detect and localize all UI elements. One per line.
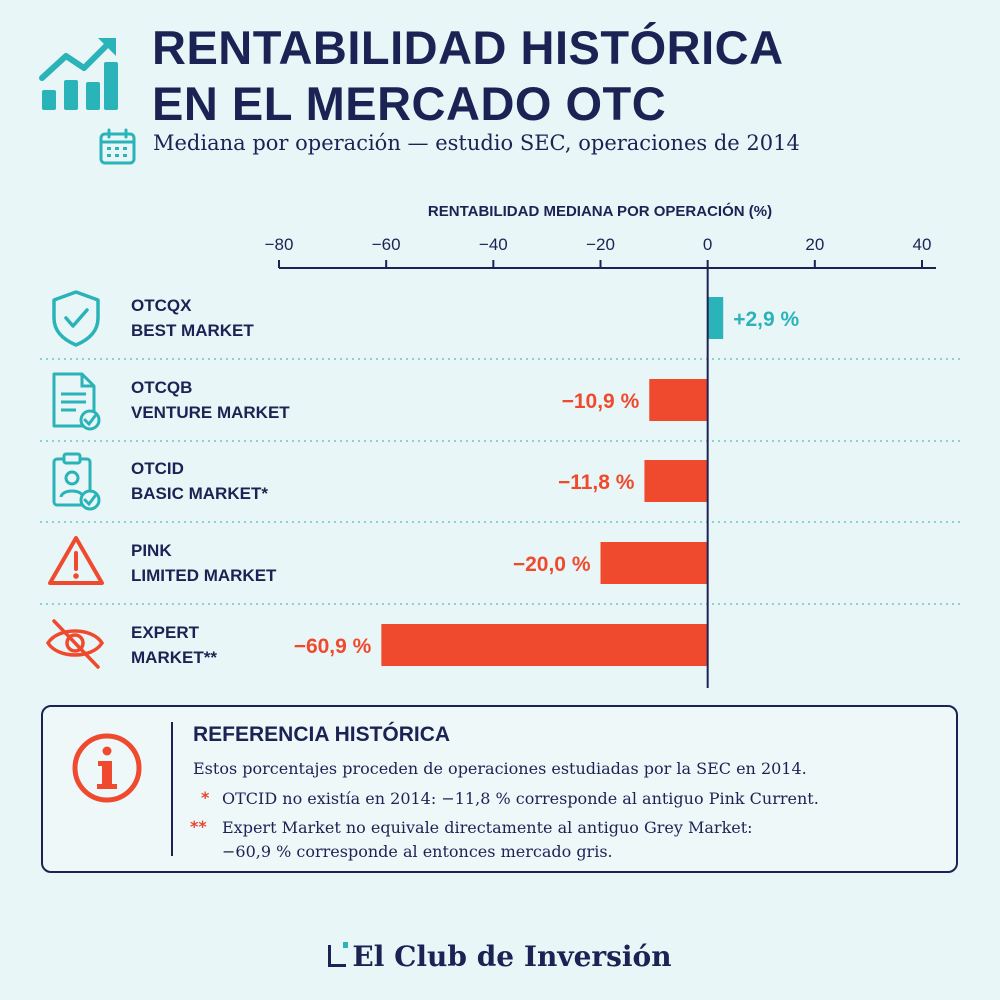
growth-chart-icon (39, 38, 118, 110)
x-tick-label: −80 (265, 235, 294, 254)
bar (600, 542, 708, 584)
bar-value-label: +2,9 % (733, 308, 799, 331)
x-axis-title: RENTABILIDAD MEDIANA POR OPERACIÓN (%) (428, 202, 772, 220)
reference-title: REFERENCIA HISTÓRICA (193, 723, 451, 746)
bar-value-label: −20,0 % (513, 553, 591, 576)
category-label: EXPERT MARKET** (131, 620, 217, 670)
bar (644, 460, 708, 502)
category-label-line2: BASIC MARKET* (131, 484, 268, 503)
category-label-line2: VENTURE MARKET (131, 403, 290, 422)
x-tick-label: −60 (372, 235, 401, 254)
shield-check-icon (48, 288, 104, 353)
note2-marker: ** (190, 817, 207, 836)
page-title-line1: RENTABILIDAD HISTÓRICA (152, 21, 784, 74)
page-subtitle: Mediana por operación — estudio SEC, ope… (153, 131, 800, 155)
brand-logo-icon (328, 942, 349, 967)
reference-box (41, 705, 958, 873)
category-label-line1: OTCQX (131, 296, 192, 315)
brand-name: El Club de Inversión (352, 940, 672, 973)
category-label-line1: PINK (131, 541, 172, 560)
clipboard-user-icon (48, 451, 104, 518)
category-label: OTCQX BEST MARKET (131, 293, 254, 343)
reference-divider (171, 722, 173, 856)
x-tick-label: −20 (586, 235, 615, 254)
category-label-line1: EXPERT (131, 623, 200, 642)
category-label-line1: OTCID (131, 459, 184, 478)
note1-marker: * (201, 788, 210, 807)
category-label-line2: BEST MARKET (131, 321, 254, 340)
warning-triangle-icon (46, 533, 106, 594)
x-tick-label: 0 (703, 235, 712, 254)
x-tick-label: 20 (805, 235, 824, 254)
category-label-line2: MARKET** (131, 648, 217, 667)
bar-value-label: −10,9 % (562, 390, 640, 413)
category-label-line2: LIMITED MARKET (131, 566, 277, 585)
bar (707, 297, 724, 339)
reference-note2-line2: −60,9 % corresponde al entonces mercado … (222, 842, 613, 861)
page-title-line2: EN EL MERCADO OTC (152, 77, 667, 130)
brand-footer: El Club de Inversión (0, 940, 1000, 973)
bar-value-label: −11,8 % (558, 471, 635, 494)
category-label: PINK LIMITED MARKET (131, 538, 276, 588)
reference-note1: OTCID no existía en 2014: −11,8 % corres… (222, 789, 819, 808)
x-tick-label: 40 (913, 235, 932, 254)
bar (381, 624, 708, 666)
bar-value-label: −60,9 % (294, 635, 372, 658)
eye-off-icon (44, 615, 106, 676)
category-label: OTCQB VENTURE MARKET (131, 375, 290, 425)
bar-chart: RENTABILIDAD MEDIANA POR OPERACIÓN (%) −8… (40, 202, 960, 688)
calendar-icon (99, 128, 136, 165)
reference-note2-line1: Expert Market no equivale directamente a… (222, 818, 753, 837)
category-label: OTCID BASIC MARKET* (131, 456, 268, 506)
category-label-line1: OTCQB (131, 378, 193, 397)
info-circle-icon (72, 733, 142, 803)
reference-text: Estos porcentajes proceden de operacione… (193, 759, 807, 778)
x-tick-label: −40 (479, 235, 508, 254)
bar (649, 379, 708, 421)
document-check-icon (48, 370, 104, 437)
